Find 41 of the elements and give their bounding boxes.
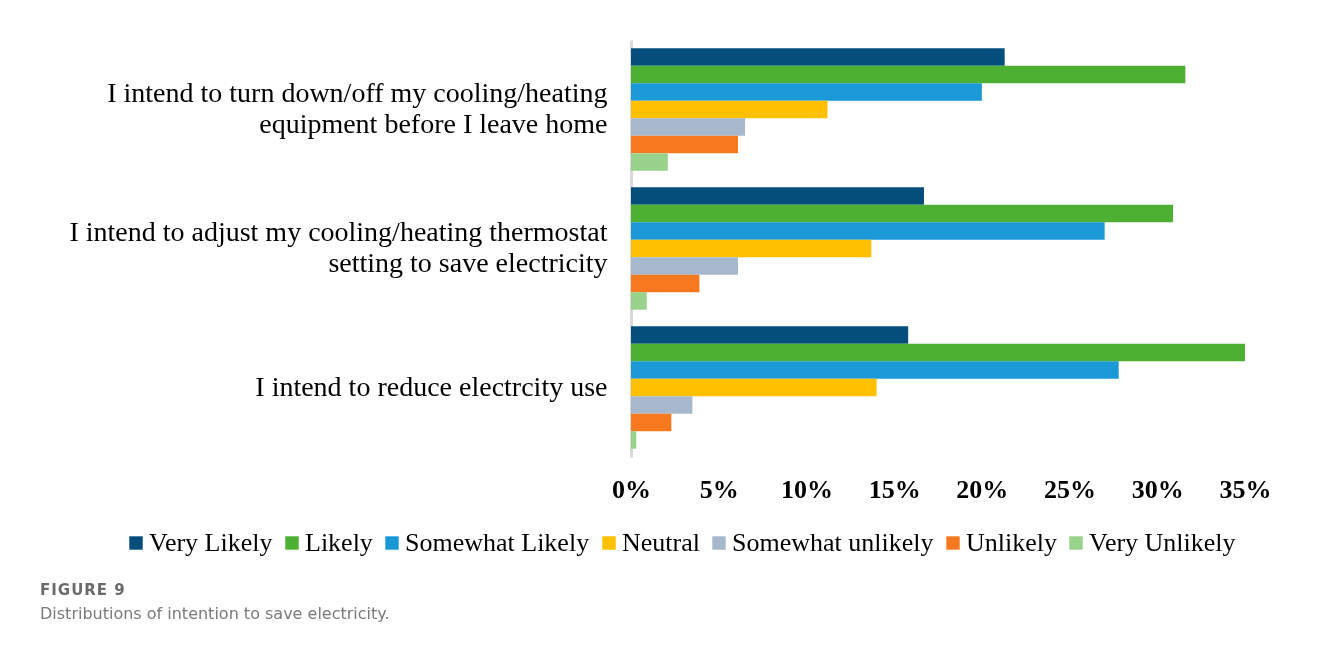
caption: FIGURE 9 (40, 581, 126, 599)
legend-label: Somewhat unlikely (732, 528, 934, 557)
bar (631, 100, 828, 119)
bar (631, 135, 739, 154)
x-tick-label: 5% (699, 474, 739, 504)
bar (631, 222, 1105, 240)
legend-label: Unlikely (966, 528, 1057, 557)
bar (631, 326, 909, 344)
x-tick-label: 15% (868, 474, 921, 504)
bar (631, 292, 647, 310)
bar (631, 187, 924, 205)
x-tick-label: 25% (1044, 474, 1097, 504)
bar (631, 396, 693, 414)
bar (631, 361, 1119, 379)
bar (631, 153, 668, 171)
bar (631, 274, 700, 293)
bar (631, 65, 1186, 84)
bar (631, 83, 982, 101)
bar (631, 239, 872, 258)
bar (631, 118, 746, 136)
x-tick-label: 20% (956, 474, 1009, 504)
bar (631, 378, 877, 397)
bar (631, 257, 739, 275)
legend-label: Very Unlikely (1089, 528, 1236, 557)
y-tick-label: I intend to adjust my cooling/heating thermostat setting to save electricity (69, 216, 608, 278)
x-tick-label: 0% (612, 474, 651, 504)
bar (631, 204, 1174, 223)
legend-label: Neutral (622, 528, 700, 557)
bar (631, 431, 637, 449)
text: Distributions of intention to save electricity. (40, 604, 390, 623)
bar (631, 343, 1245, 362)
x-tick-label: 10% (780, 474, 833, 504)
y-tick-label: I intend to reduce electrcity use (255, 370, 608, 402)
legend-label: Somewhat Likely (405, 528, 590, 557)
legend-label: Very Likely (149, 528, 273, 557)
bar (631, 413, 672, 432)
y-tick-label: I intend to turn down/off my cooling/heating equipment before I leave home (107, 77, 608, 139)
x-tick-label: 30% (1131, 474, 1184, 504)
x-tick-label: 35% (1219, 474, 1272, 504)
bar (631, 48, 1005, 66)
legend-label: Likely (305, 528, 373, 557)
